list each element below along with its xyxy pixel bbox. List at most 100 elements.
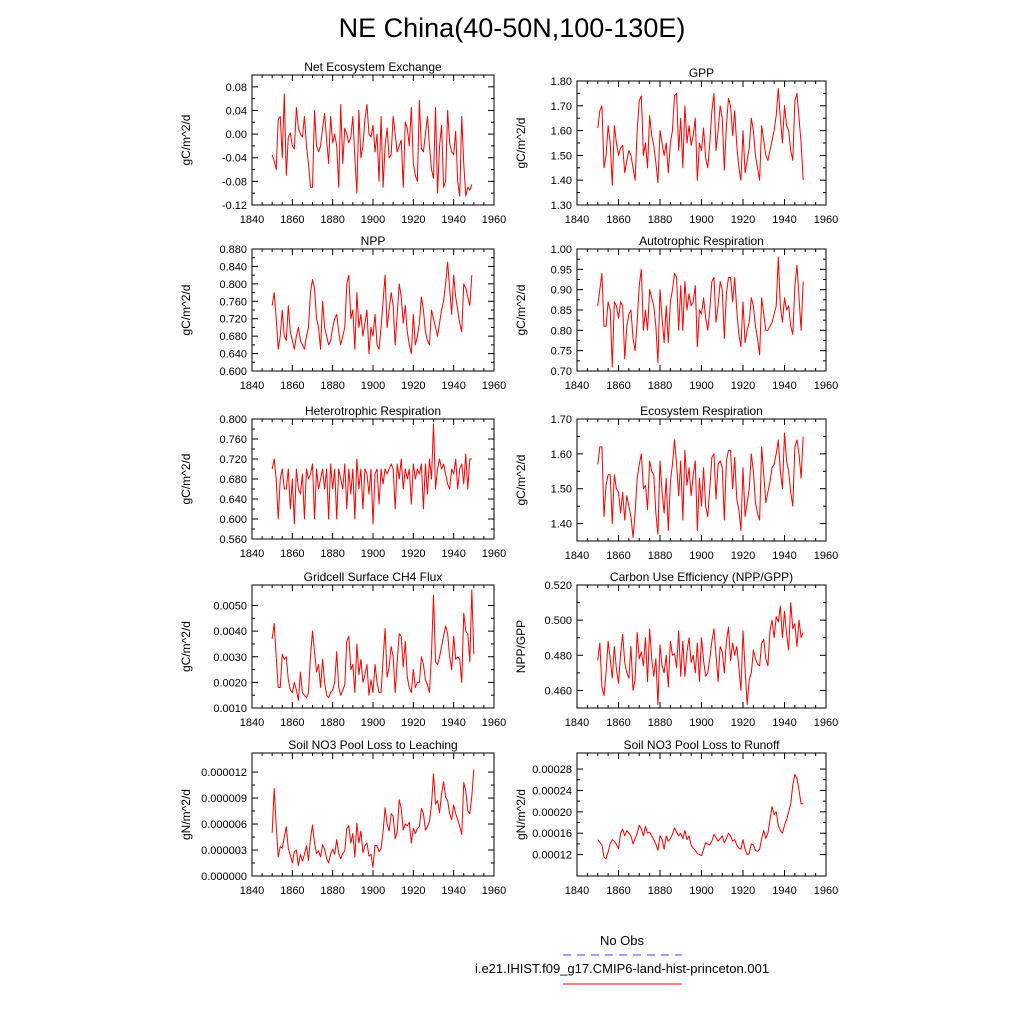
y-tick-label: 0.500 bbox=[544, 615, 572, 627]
y-tick-label: 0.760 bbox=[219, 434, 247, 446]
y-axis-label: gC/m^2/d bbox=[514, 455, 528, 506]
y-tick-label: 0.000006 bbox=[201, 819, 247, 831]
y-tick-label: 1.70 bbox=[551, 101, 572, 113]
y-tick-label: 0.0010 bbox=[213, 703, 247, 715]
x-tick-label: 1860 bbox=[606, 214, 630, 226]
x-tick-label: 1920 bbox=[401, 380, 425, 392]
x-tick-label: 1900 bbox=[689, 380, 713, 392]
y-tick-label: 0.00028 bbox=[532, 764, 572, 776]
panel-1: GPP 1840 1860 1880 1900 1920 1940 1960 1.30 1.40 1… bbox=[514, 66, 838, 226]
panel-title: Net Ecosystem Exchange bbox=[304, 60, 442, 74]
y-tick-label: 0.840 bbox=[219, 261, 247, 273]
x-tick-label: 1940 bbox=[772, 550, 796, 562]
panel-title: GPP bbox=[689, 66, 714, 80]
x-tick-label: 1840 bbox=[240, 548, 264, 560]
x-tick-label: 1900 bbox=[361, 214, 385, 226]
x-tick-label: 1920 bbox=[401, 717, 425, 729]
y-tick-label: 1.30 bbox=[551, 200, 572, 212]
y-tick-label: 0.520 bbox=[544, 580, 572, 592]
y-tick-label: 0.800 bbox=[219, 414, 247, 426]
y-tick-label: 0.00 bbox=[226, 129, 247, 141]
x-tick-label: 1900 bbox=[689, 717, 713, 729]
y-tick-label: 0.720 bbox=[219, 454, 247, 466]
x-tick-label: 1960 bbox=[482, 717, 506, 729]
x-tick-label: 1960 bbox=[482, 885, 506, 897]
series-line bbox=[597, 256, 804, 368]
plot-frame bbox=[251, 752, 495, 877]
y-tick-label: 0.85 bbox=[551, 305, 572, 317]
series-line bbox=[271, 769, 475, 868]
x-tick-label: 1840 bbox=[565, 214, 589, 226]
x-tick-label: 1840 bbox=[565, 885, 589, 897]
y-tick-label: 0.880 bbox=[219, 244, 247, 256]
x-tick-label: 1960 bbox=[814, 380, 838, 392]
y-tick-label: 0.000000 bbox=[201, 871, 247, 883]
x-tick-label: 1880 bbox=[320, 717, 344, 729]
series-line bbox=[597, 432, 804, 539]
y-axis-label: gC/m^2/d bbox=[179, 285, 193, 336]
x-tick-label: 1960 bbox=[482, 214, 506, 226]
y-tick-label: 0.640 bbox=[219, 349, 247, 361]
y-tick-label: 1.40 bbox=[551, 175, 572, 187]
x-tick-label: 1880 bbox=[648, 550, 672, 562]
y-tick-label: -0.12 bbox=[222, 200, 247, 212]
x-tick-label: 1940 bbox=[441, 214, 465, 226]
x-tick-label: 1900 bbox=[361, 717, 385, 729]
x-tick-label: 1860 bbox=[280, 548, 304, 560]
y-tick-label: 1.60 bbox=[551, 449, 572, 461]
y-tick-label: 0.460 bbox=[544, 685, 572, 697]
y-tick-label: 1.80 bbox=[551, 76, 572, 88]
y-tick-label: 0.680 bbox=[219, 331, 247, 343]
panel-title: NPP bbox=[361, 234, 386, 248]
series-line bbox=[597, 773, 804, 860]
legend-label-no-obs: No Obs bbox=[600, 933, 645, 948]
x-tick-label: 1840 bbox=[565, 380, 589, 392]
x-tick-label: 1960 bbox=[482, 380, 506, 392]
panel-3: Autotrophic Respiration 1840 1860 1880 1900 1… bbox=[514, 234, 838, 392]
x-tick-label: 1840 bbox=[565, 550, 589, 562]
y-tick-label: 0.480 bbox=[544, 650, 572, 662]
x-tick-label: 1940 bbox=[441, 380, 465, 392]
y-tick-label: -0.04 bbox=[222, 153, 247, 165]
panel-title: Ecosystem Respiration bbox=[640, 404, 763, 418]
y-axis-label: gC/m^2/d bbox=[179, 454, 193, 505]
legend: No Obs i.e21.IHIST.f09_g17.CMIP6-land-hi… bbox=[475, 933, 769, 985]
panel-title: Gridcell Surface CH4 Flux bbox=[304, 570, 443, 584]
plot-frame bbox=[576, 752, 827, 877]
x-tick-label: 1960 bbox=[814, 214, 838, 226]
panel-7: Carbon Use Efficiency (NPP/GPP) 1840 1860 1… bbox=[514, 570, 838, 729]
x-tick-label: 1840 bbox=[240, 885, 264, 897]
y-axis-label: gC/m^2/d bbox=[179, 115, 193, 166]
panel-title: Soil NO3 Pool Loss to Runoff bbox=[624, 738, 781, 752]
y-tick-label: -0.08 bbox=[222, 176, 247, 188]
x-tick-label: 1920 bbox=[731, 380, 755, 392]
y-tick-label: 0.600 bbox=[219, 366, 247, 378]
y-tick-label: 0.600 bbox=[219, 514, 247, 526]
y-tick-label: 1.00 bbox=[551, 244, 572, 256]
series-line bbox=[271, 261, 473, 355]
y-tick-label: 0.75 bbox=[551, 346, 572, 358]
y-tick-label: 0.90 bbox=[551, 285, 572, 297]
x-tick-label: 1860 bbox=[280, 885, 304, 897]
x-tick-label: 1840 bbox=[240, 717, 264, 729]
x-tick-label: 1920 bbox=[401, 214, 425, 226]
x-tick-label: 1960 bbox=[814, 717, 838, 729]
x-tick-label: 1880 bbox=[648, 214, 672, 226]
y-tick-label: 1.50 bbox=[551, 484, 572, 496]
y-tick-label: 1.50 bbox=[551, 150, 572, 162]
x-tick-label: 1920 bbox=[401, 885, 425, 897]
x-tick-label: 1920 bbox=[731, 717, 755, 729]
x-tick-label: 1880 bbox=[320, 214, 344, 226]
y-tick-label: 0.560 bbox=[219, 534, 247, 546]
x-tick-label: 1880 bbox=[320, 548, 344, 560]
panel-9: Soil NO3 Pool Loss to Runoff 1840 1860 1880… bbox=[514, 738, 838, 897]
x-tick-label: 1940 bbox=[441, 717, 465, 729]
y-axis-label: NPP/GPP bbox=[514, 620, 528, 673]
y-axis-label: gN/m^2/d bbox=[179, 789, 193, 840]
x-tick-label: 1940 bbox=[772, 717, 796, 729]
x-tick-label: 1840 bbox=[240, 214, 264, 226]
x-tick-label: 1920 bbox=[401, 548, 425, 560]
figure-title: NE China(40-50N,100-130E) bbox=[339, 13, 686, 43]
y-tick-label: 0.0020 bbox=[213, 677, 247, 689]
